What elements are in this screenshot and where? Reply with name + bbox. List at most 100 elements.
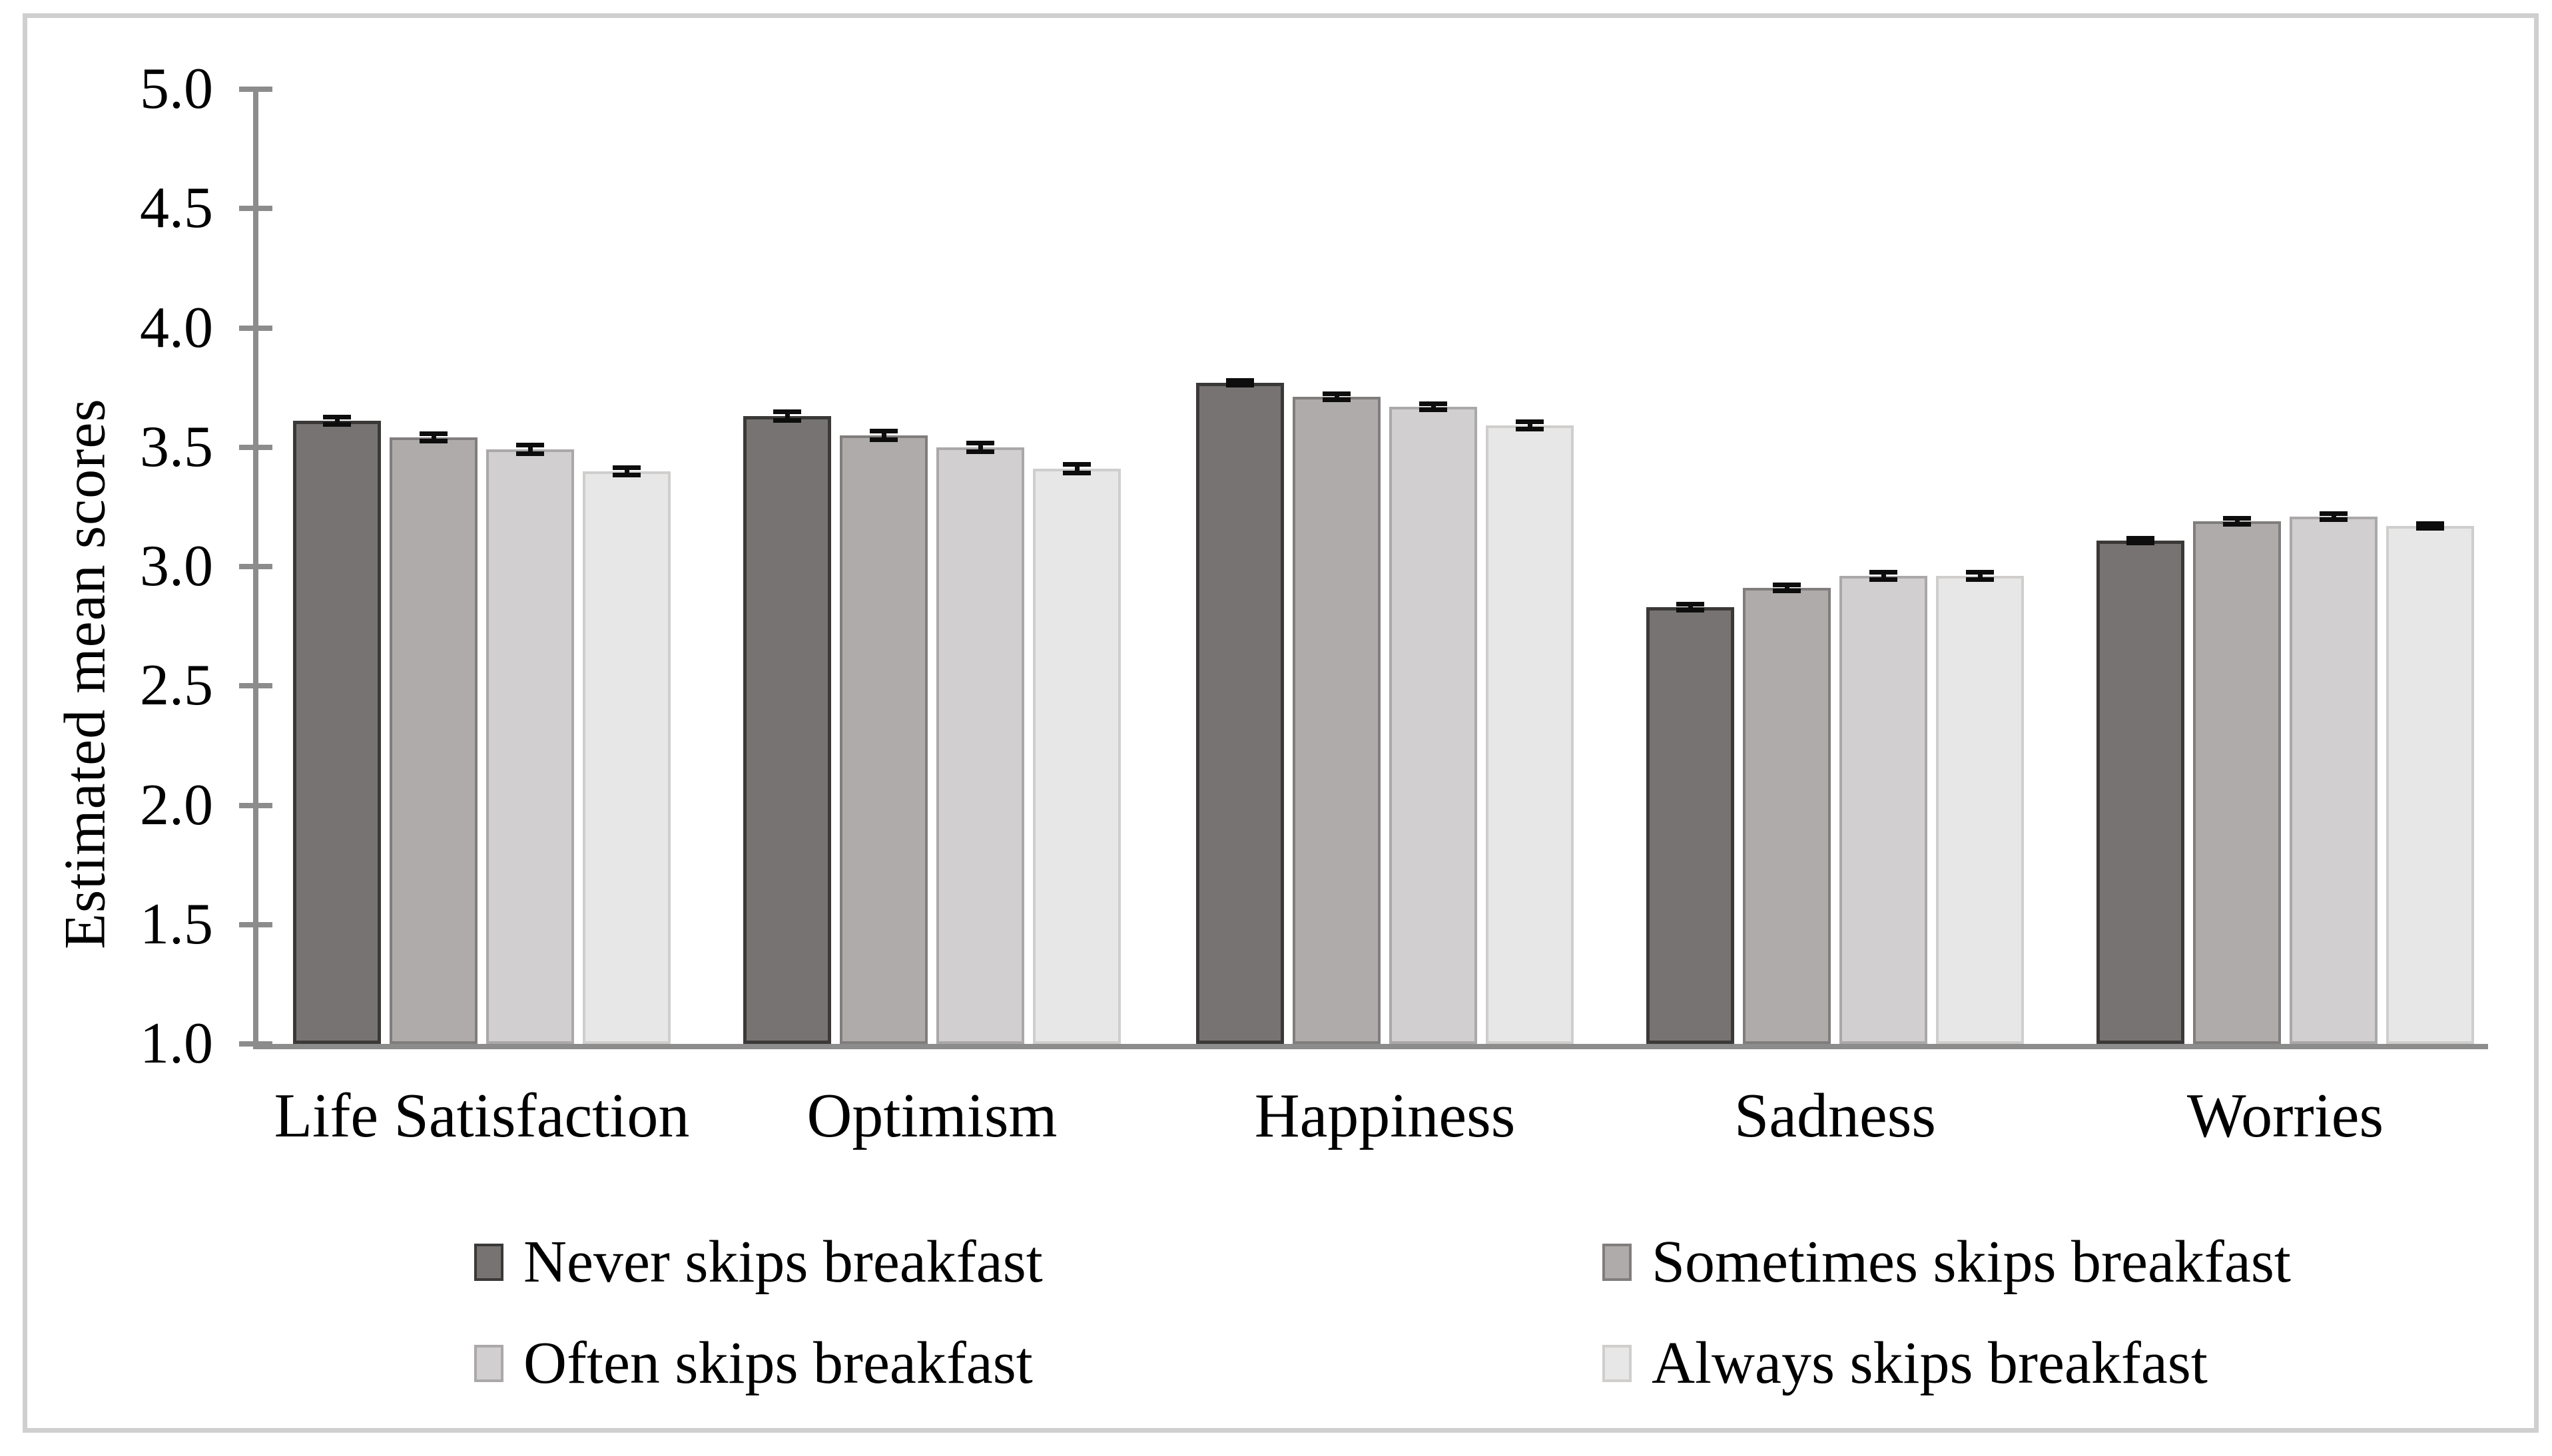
bar-group <box>2096 511 2474 1044</box>
bar-fill <box>1033 469 1121 1044</box>
bar-group <box>743 409 1121 1044</box>
legend-item: Always skips breakfast <box>1602 1328 2291 1399</box>
error-bar-cap <box>613 473 641 477</box>
bar <box>1293 391 1381 1044</box>
error-bar-cap <box>966 441 994 445</box>
error-bar-cap <box>2320 511 2348 516</box>
error-bar-cap <box>2416 521 2444 526</box>
bar-fill <box>583 471 671 1044</box>
bar-fill <box>1293 397 1381 1044</box>
error-bar-cap <box>2223 516 2251 521</box>
error-bar-cap <box>1676 602 1704 607</box>
error-bar-line <box>785 409 790 423</box>
y-tick-label: 2.0 <box>140 772 213 838</box>
error-bar-cap <box>1323 391 1351 396</box>
bar <box>840 429 928 1044</box>
y-tick-mark <box>239 564 272 569</box>
error-bar-line <box>1881 570 1886 582</box>
bar <box>1839 570 1927 1044</box>
legend-swatch <box>1602 1244 1632 1281</box>
legend-item: Sometimes skips breakfast <box>1602 1226 2291 1298</box>
bar <box>583 465 671 1044</box>
error-bar-line <box>431 431 436 443</box>
bar-fill <box>1743 588 1831 1044</box>
error-bar-cap <box>1516 419 1544 424</box>
bar <box>743 409 831 1044</box>
error-bar-cap <box>1773 583 1801 587</box>
error-bar-line <box>881 429 886 442</box>
legend: Never skips breakfast Sometimes skips bre… <box>474 1226 2291 1399</box>
category-label: Worries <box>2186 1081 2384 1150</box>
bar-fill <box>1646 607 1734 1044</box>
bar-fill <box>2096 541 2184 1044</box>
legend-swatch <box>474 1345 503 1382</box>
y-tick-mark <box>239 87 272 92</box>
error-bar-cap <box>1063 471 1091 475</box>
bar-group <box>1196 378 1574 1044</box>
y-tick-label: 4.0 <box>140 295 213 360</box>
error-bar-cap <box>420 439 448 443</box>
error-bar-line <box>1977 570 1983 582</box>
category-label: Life Satisfaction <box>274 1081 690 1150</box>
y-tick-mark <box>239 444 272 450</box>
error-bar-cap <box>2223 522 2251 527</box>
legend-label: Never skips breakfast <box>523 1229 1043 1295</box>
bar <box>390 431 478 1044</box>
y-tick-label: 2.5 <box>140 653 213 718</box>
error-bar-cap <box>870 429 898 433</box>
y-tick-mark <box>239 921 272 927</box>
error-bar-cap <box>2126 541 2154 545</box>
bar-fill <box>486 449 574 1044</box>
legend-label: Often skips breakfast <box>523 1330 1033 1396</box>
bar-fill <box>936 447 1024 1044</box>
bar-fill <box>2193 521 2281 1044</box>
error-bar-cap <box>1773 589 1801 593</box>
error-bar-cap <box>773 409 801 414</box>
error-bar-line <box>1784 583 1789 593</box>
legend-item: Never skips breakfast <box>474 1226 1602 1298</box>
error-bar-cap <box>1226 383 1254 387</box>
category-label: Optimism <box>806 1081 1058 1150</box>
bar-fill <box>1839 576 1927 1044</box>
error-bar-cap <box>613 465 641 470</box>
bar-fill <box>390 437 478 1044</box>
error-bar-cap <box>1226 378 1254 383</box>
y-tick-mark <box>239 802 272 808</box>
bar <box>1196 378 1284 1044</box>
y-tick-mark <box>239 683 272 689</box>
bar <box>2193 516 2281 1044</box>
error-bar-cap <box>2320 517 2348 522</box>
error-bar-cap <box>1676 608 1704 612</box>
error-bar-cap <box>1063 462 1091 467</box>
error-bar-line <box>527 443 533 456</box>
y-tick-mark <box>239 206 272 212</box>
error-bar-cap <box>2126 536 2154 541</box>
error-bar-cap <box>2416 526 2444 531</box>
y-tick-label: 4.5 <box>140 176 213 241</box>
bar <box>2386 521 2474 1044</box>
y-tick-label: 1.5 <box>140 891 213 957</box>
legend-label: Always skips breakfast <box>1652 1330 2208 1396</box>
legend-label: Sometimes skips breakfast <box>1652 1229 2291 1295</box>
error-bar-line <box>1074 462 1080 475</box>
bar <box>486 443 574 1044</box>
bar-fill <box>293 421 381 1044</box>
bar-fill <box>1389 407 1477 1044</box>
error-bar-line <box>334 415 340 427</box>
y-tick-mark <box>239 325 272 331</box>
error-bar-cap <box>1966 570 1994 575</box>
bar <box>1033 462 1121 1044</box>
bar <box>293 415 381 1044</box>
error-bar-line <box>978 441 983 454</box>
error-bar-cap <box>1869 577 1897 582</box>
error-bar-cap <box>870 437 898 442</box>
category-label: Happiness <box>1254 1081 1516 1150</box>
y-tick-label: 1.0 <box>140 1011 213 1076</box>
bar <box>2290 511 2378 1044</box>
legend-swatch <box>1602 1345 1632 1382</box>
bar-group <box>1646 570 2024 1044</box>
legend-swatch <box>474 1244 503 1281</box>
bar <box>936 441 1024 1044</box>
bar <box>1389 401 1477 1044</box>
